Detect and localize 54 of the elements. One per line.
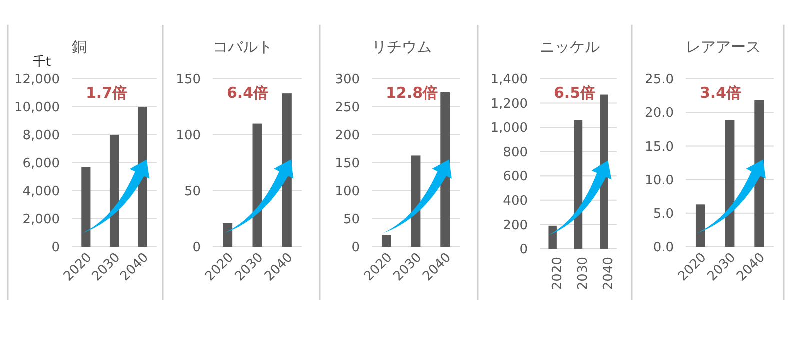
y-tick-label: 300 <box>335 72 360 88</box>
y-tick-label: 4,000 <box>22 184 60 200</box>
y-tick-label: 12,000 <box>14 72 60 88</box>
y-tick-label: 100 <box>335 184 360 200</box>
y-tick-label: 15.0 <box>645 140 674 155</box>
x-tick-label: 2020 <box>550 257 566 290</box>
y-tick-label: 0 <box>352 240 360 256</box>
annotation: 1.7倍 <box>86 84 128 102</box>
chart-title: コバルト <box>213 38 273 56</box>
bar <box>725 120 735 247</box>
x-tick-label: 2030 <box>576 257 592 290</box>
y-tick-label: 6,000 <box>22 156 60 172</box>
y-tick-label: 5.0 <box>653 206 674 222</box>
bar <box>82 167 91 247</box>
annotation: 3.4倍 <box>700 84 742 102</box>
bar <box>548 226 557 249</box>
y-tick-label: 100 <box>176 128 201 144</box>
y-axis-title: 千t <box>32 55 52 70</box>
y-tick-label: 10.0 <box>645 173 674 188</box>
y-tick-label: 50 <box>343 212 360 228</box>
y-tick-label: 8,000 <box>22 128 60 144</box>
chart-title: レアアース <box>686 38 761 56</box>
bar <box>110 135 120 247</box>
y-tick-label: 10,000 <box>14 100 60 116</box>
bar <box>223 223 233 247</box>
y-tick-label: 150 <box>176 72 201 88</box>
y-tick-label: 200 <box>335 128 360 144</box>
y-tick-label: 1,400 <box>490 72 528 88</box>
y-tick-label: 0 <box>52 240 60 256</box>
y-tick-label: 50 <box>184 184 201 200</box>
x-tick-label: 2040 <box>602 257 617 290</box>
y-tick-label: 2,000 <box>22 212 60 228</box>
y-tick-label: 250 <box>335 100 360 116</box>
annotation: 6.4倍 <box>227 84 269 102</box>
chart-title: ニッケル <box>540 38 600 56</box>
y-tick-label: 150 <box>335 156 360 172</box>
y-tick-label: 400 <box>503 194 528 209</box>
chart-title: リチウム <box>372 38 432 56</box>
y-tick-label: 25.0 <box>645 72 674 88</box>
annotation: 12.8倍 <box>386 84 438 102</box>
y-tick-label: 0 <box>520 242 528 258</box>
y-tick-label: 0.0 <box>653 240 674 256</box>
y-tick-label: 200 <box>503 218 528 234</box>
y-tick-label: 1,200 <box>490 96 528 112</box>
y-tick-label: 1,000 <box>490 121 528 136</box>
bar <box>382 235 392 247</box>
bar <box>696 204 706 247</box>
annotation: 6.5倍 <box>554 84 596 102</box>
y-tick-label: 600 <box>503 170 528 185</box>
y-tick-label: 20.0 <box>645 106 674 122</box>
y-tick-label: 800 <box>503 145 528 160</box>
y-tick-label: 0 <box>192 240 201 256</box>
chart-title: 銅 <box>72 38 87 56</box>
bar <box>574 120 583 249</box>
